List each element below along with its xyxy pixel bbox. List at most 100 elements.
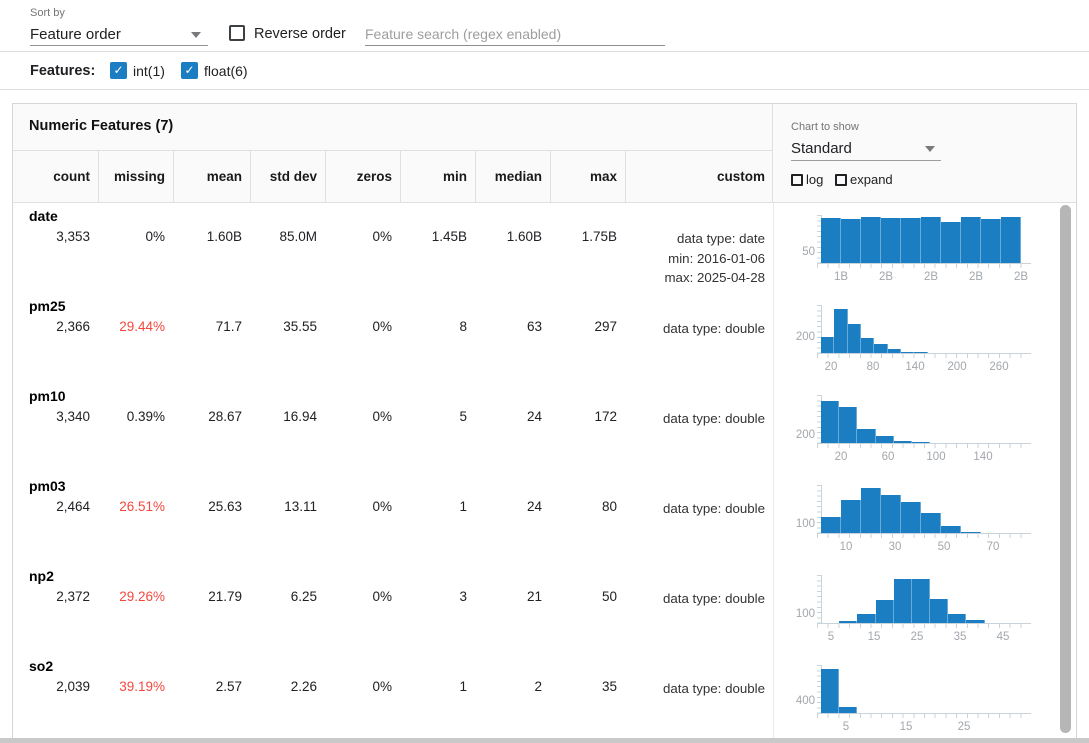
feature-search-input[interactable] — [365, 22, 665, 46]
feature-name: pm03 — [29, 478, 66, 494]
cell-median: 63 — [526, 319, 542, 334]
feature-stats: 2,372 29.26% 21.79 6.25 0% 3 21 50 data … — [13, 589, 773, 609]
panel-title: Numeric Features (7) — [29, 118, 174, 134]
cell-count: 3,340 — [56, 409, 90, 424]
y-axis-line — [821, 305, 822, 353]
cell-count: 2,464 — [56, 499, 90, 514]
histogram-bar — [930, 598, 949, 623]
cell-min: 5 — [459, 409, 467, 424]
histogram-bar — [948, 712, 967, 713]
float-checkbox[interactable]: ✓ — [181, 62, 198, 79]
feature-stats: 2,464 26.51% 25.63 13.11 0% 1 24 80 data… — [13, 499, 773, 519]
cell-zeros: 0% — [372, 319, 392, 334]
sort-by-dropdown[interactable]: Feature order — [30, 26, 121, 43]
custom-stat-line: data type: double — [662, 501, 765, 516]
cell-max: 297 — [594, 319, 617, 334]
histogram-bar — [1002, 622, 1021, 623]
cell-median: 21 — [526, 589, 542, 604]
histogram-bar — [940, 352, 955, 353]
y-axis-tick-label: 200 — [795, 331, 815, 344]
cell-mean: 2.57 — [215, 679, 242, 694]
reverse-order-checkbox[interactable] — [229, 25, 245, 41]
column-header-mean: mean — [173, 151, 250, 202]
stats-chart-divider — [773, 203, 774, 742]
cell-custom: data type: double — [625, 589, 773, 609]
histogram-bar — [857, 428, 876, 443]
x-axis-tick-label: 140 — [973, 451, 993, 463]
y-axis-minor-ticks — [817, 485, 821, 533]
histogram-bar — [861, 217, 881, 263]
feature-name: date — [29, 208, 58, 224]
chevron-down-icon[interactable] — [191, 32, 201, 38]
x-axis-tick-label: 60 — [881, 451, 895, 463]
panel-title-row: Numeric Features (7) — [13, 104, 773, 151]
feature-histogram[interactable]: 400 5 15 25 — [791, 657, 1067, 741]
histogram-bar — [875, 436, 894, 443]
cell-missing: 29.26% — [119, 589, 165, 604]
cell-max: 35 — [601, 679, 617, 694]
cell-mean: 25.63 — [208, 499, 242, 514]
chart-to-show-label: Chart to show — [791, 121, 859, 133]
custom-stat-line: data type: double — [662, 411, 765, 426]
histogram-bar — [941, 221, 961, 263]
x-axis-tick-label: 5 — [842, 721, 850, 733]
cell-zeros: 0% — [372, 409, 392, 424]
table-row: date 3,353 0% 1.60B 85.0M 0% 1.45B 1.60B… — [13, 203, 1076, 293]
cell-min: 1 — [459, 499, 467, 514]
x-axis-tick-label: 15 — [867, 631, 881, 643]
cell-max: 1.75B — [581, 229, 617, 244]
histogram-bar — [994, 352, 1008, 353]
feature-stats: 2,039 39.19% 2.57 2.26 0% 1 2 35 data ty… — [13, 679, 773, 699]
horizontal-scrollbar[interactable] — [0, 738, 1089, 743]
histogram-bar — [875, 600, 894, 623]
chart-to-show-dropdown[interactable]: Standard — [791, 140, 852, 157]
column-header-min: min — [400, 151, 475, 202]
table-row: pm25 2,366 29.44% 71.7 35.55 0% 8 63 297… — [13, 293, 1076, 383]
feature-histogram[interactable]: 100 10 30 50 70 — [791, 477, 1067, 561]
vertical-scrollbar-thumb[interactable] — [1060, 205, 1071, 733]
cell-custom: data type: date min: 2016-01-06 max: 2025-… — [625, 229, 773, 288]
expand-checkbox[interactable] — [835, 174, 847, 186]
feature-rows-container: date 3,353 0% 1.60B 85.0M 0% 1.45B 1.60B… — [13, 203, 1076, 742]
sort-toolbar: Sort by Feature order Reverse order — [0, 0, 1089, 52]
histogram-bar — [839, 406, 858, 443]
x-axis-line — [817, 263, 1031, 264]
y-axis-line — [821, 485, 822, 533]
x-axis-minor-ticks — [817, 444, 1031, 448]
histogram-bar — [911, 712, 931, 713]
histogram-bar — [954, 352, 968, 353]
x-axis-tick-labels: 20 60 100 140 — [791, 451, 1067, 467]
histogram-bar — [893, 440, 912, 443]
histogram-bar — [1002, 442, 1021, 443]
x-axis-tick-label: 100 — [926, 451, 946, 463]
histogram-bar — [930, 442, 949, 443]
histogram-bar — [941, 526, 961, 533]
cell-missing: 39.19% — [119, 679, 165, 694]
y-axis-tick-label: 200 — [795, 429, 815, 442]
column-header-zeros: zeros — [325, 151, 400, 202]
histogram-bar — [961, 532, 981, 533]
x-axis-tick-labels: 10 30 50 70 — [791, 541, 1067, 557]
feature-histogram[interactable]: 50 1B 2B 2B 2B 2B — [791, 207, 1067, 291]
cell-median: 24 — [526, 409, 542, 424]
y-axis-minor-ticks — [817, 215, 821, 263]
histogram-bar — [839, 620, 858, 623]
int-checkbox[interactable]: ✓ — [110, 62, 127, 79]
feature-stats: 3,340 0.39% 28.67 16.94 0% 5 24 172 data… — [13, 409, 773, 429]
x-axis-tick-label: 140 — [905, 361, 925, 373]
histogram-bar — [911, 579, 931, 623]
histogram-bar — [1001, 217, 1021, 263]
log-checkbox[interactable] — [791, 174, 803, 186]
histogram-bar — [841, 218, 861, 263]
numeric-features-panel: Numeric Features (7) count missing mean … — [12, 103, 1077, 743]
cell-missing: 26.51% — [119, 499, 165, 514]
column-header-max: max — [550, 151, 625, 202]
chevron-down-icon[interactable] — [925, 146, 935, 152]
column-header-stddev: std dev — [250, 151, 325, 202]
table-column-header: count missing mean std dev zeros min med… — [13, 151, 773, 203]
feature-histogram[interactable]: 200 20 80 140 200 260 — [791, 297, 1067, 381]
histogram-bar — [966, 620, 985, 623]
feature-histogram[interactable]: 100 5 15 25 35 45 — [791, 567, 1067, 651]
cell-max: 172 — [594, 409, 617, 424]
feature-histogram[interactable]: 200 20 60 100 140 — [791, 387, 1067, 471]
